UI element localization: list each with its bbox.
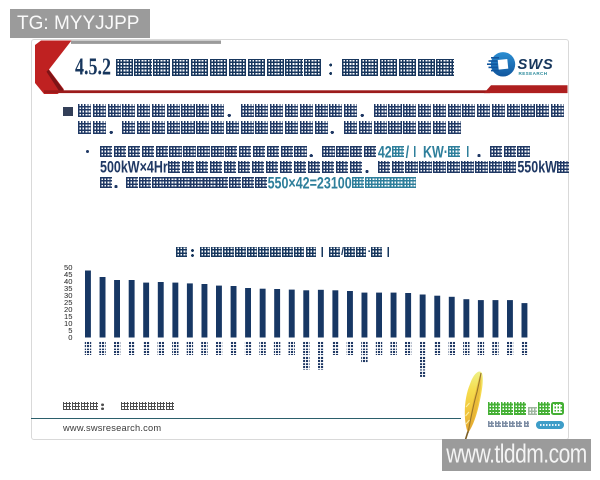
svg-text:45: 45 [64, 270, 72, 279]
svg-text:35: 35 [64, 284, 72, 293]
svg-text:10: 10 [64, 319, 72, 328]
svg-text:20: 20 [64, 305, 72, 314]
svg-text:30: 30 [64, 291, 72, 300]
svg-text:0: 0 [68, 333, 72, 342]
svg-text:40: 40 [64, 277, 72, 286]
svg-text:15: 15 [64, 312, 72, 321]
svg-text:25: 25 [64, 298, 72, 307]
svg-text:50: 50 [64, 263, 72, 272]
svg-text:5: 5 [68, 326, 72, 335]
